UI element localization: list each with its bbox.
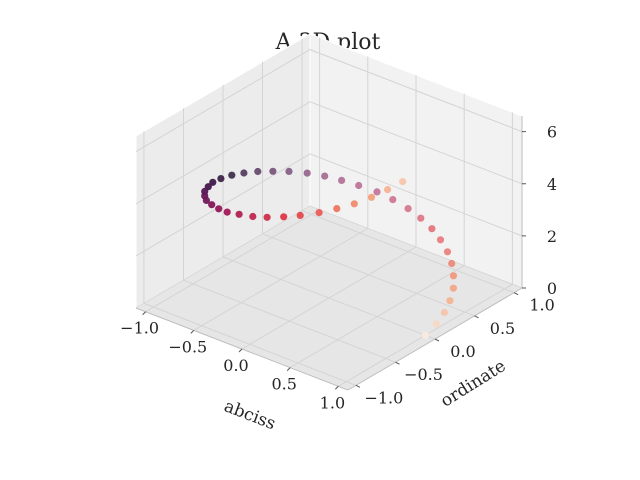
scatter-point bbox=[355, 181, 363, 190]
x-tick-label: 0.0 bbox=[223, 356, 248, 375]
scatter-point bbox=[449, 272, 458, 280]
z-gridline bbox=[135, 101, 523, 205]
x-axis-label: abciss bbox=[221, 396, 278, 434]
scatter-points bbox=[201, 167, 458, 339]
y-tick-label: 0.5 bbox=[490, 319, 515, 338]
scatter-point bbox=[217, 175, 225, 183]
scatter-point bbox=[263, 213, 271, 221]
scatter-point bbox=[254, 167, 262, 176]
scatter-point bbox=[208, 201, 216, 209]
z-tick-label: 4 bbox=[547, 175, 557, 194]
x-tick-mark bbox=[238, 348, 243, 353]
x-tick-mark bbox=[190, 330, 195, 334]
scatter-point bbox=[285, 167, 293, 175]
y-tick-label: 0.0 bbox=[450, 342, 475, 361]
scatter-point bbox=[446, 297, 454, 305]
scatter-point bbox=[249, 212, 257, 221]
scatter-point bbox=[240, 169, 248, 177]
y-tick-label: −1.0 bbox=[364, 388, 403, 407]
x-tick-label: 1.0 bbox=[320, 393, 345, 412]
scatter-point bbox=[303, 169, 311, 177]
scatter-point bbox=[428, 225, 436, 233]
scatter-point bbox=[321, 172, 329, 180]
y-tick-mark bbox=[434, 338, 440, 342]
y-tick-mark bbox=[395, 361, 400, 365]
grid-lines bbox=[135, 37, 523, 391]
scatter-point bbox=[367, 193, 376, 201]
y-tick-label: 1.0 bbox=[529, 296, 554, 315]
scatter-point bbox=[350, 200, 358, 208]
y-tick-mark bbox=[474, 315, 479, 319]
scatter-point bbox=[373, 188, 381, 196]
x-tick-label: −0.5 bbox=[168, 337, 207, 356]
scatter-point bbox=[202, 196, 210, 204]
scatter-point bbox=[338, 176, 346, 184]
z-tick-label: 0 bbox=[547, 279, 557, 298]
z-tick-label: 2 bbox=[547, 227, 557, 246]
y-tick-mark bbox=[513, 292, 519, 296]
scatter-point bbox=[443, 248, 452, 256]
scatter-point bbox=[296, 211, 304, 219]
scatter-point bbox=[448, 259, 456, 268]
scatter-point bbox=[440, 308, 448, 317]
scatter-point bbox=[280, 213, 288, 221]
scatter-point bbox=[436, 236, 445, 244]
scatter-point bbox=[404, 205, 412, 213]
scatter-point bbox=[215, 205, 223, 213]
z-gridline bbox=[135, 49, 523, 153]
scatter-point bbox=[228, 171, 236, 179]
scatter-point bbox=[432, 320, 440, 328]
scatter-point bbox=[333, 205, 341, 213]
scatter-point bbox=[417, 214, 425, 222]
z-tick-label: 6 bbox=[547, 123, 557, 142]
x-tick-mark bbox=[335, 385, 339, 390]
x-tick-label: −1.0 bbox=[120, 319, 159, 338]
z-gridline bbox=[135, 153, 523, 257]
scatter-point bbox=[449, 284, 457, 292]
scatter-point bbox=[315, 209, 323, 217]
y-tick-mark bbox=[355, 384, 361, 388]
scatter-point bbox=[223, 208, 231, 216]
x-tick-mark bbox=[286, 367, 291, 371]
scatter-point bbox=[235, 210, 243, 218]
x-tick-mark bbox=[142, 311, 146, 316]
scatter-point bbox=[389, 196, 397, 204]
scatter-point bbox=[421, 331, 429, 339]
scatter-point bbox=[209, 178, 217, 186]
y-axis-label: ordinate bbox=[437, 356, 509, 411]
scatter-point bbox=[269, 167, 277, 175]
scatter-point bbox=[384, 186, 392, 194]
scatter-point bbox=[399, 178, 407, 186]
x-tick-label: 0.5 bbox=[271, 375, 296, 394]
y-tick-label: −0.5 bbox=[404, 365, 443, 384]
